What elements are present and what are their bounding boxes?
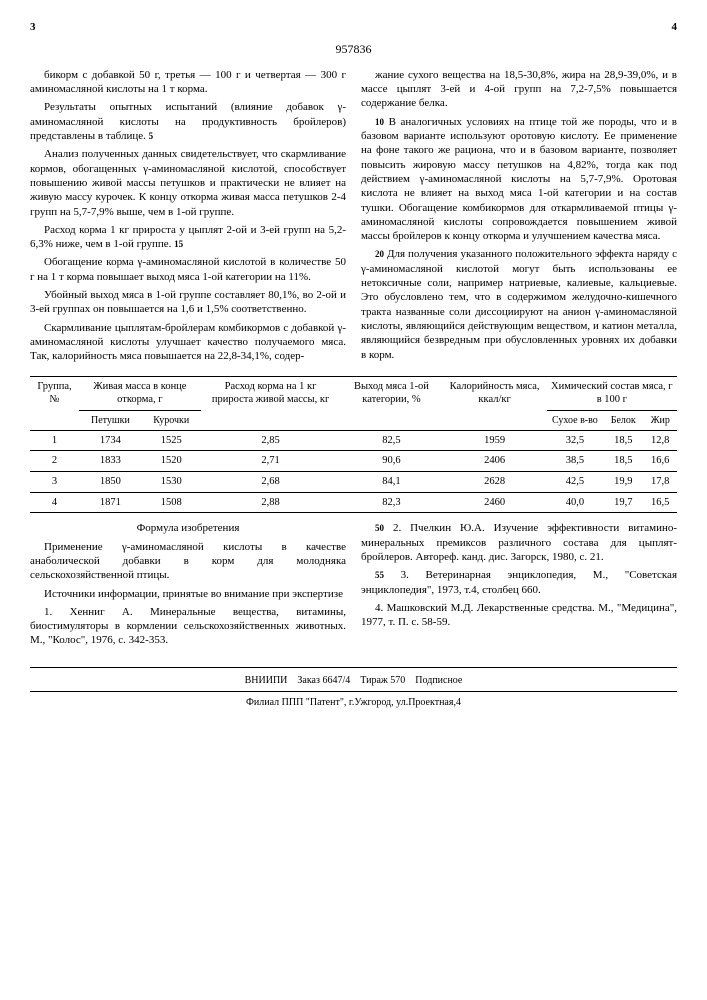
formula-text: Применение γ-аминомасляной кислоты в кач… [30, 540, 346, 583]
table-row: 4 1871 1508 2,88 82,3 2460 40,0 19,7 16,… [30, 492, 677, 513]
col-mass: Живая масса в конце откорма, г [79, 376, 201, 410]
col-prot: Белок [603, 410, 643, 430]
body-text: Убойный выход мяса в 1-ой группе составл… [30, 288, 346, 317]
source-ref: 50 2. Пчелкин Ю.А. Изучение эффективност… [361, 521, 677, 564]
col-dry: Сухое в-во [547, 410, 603, 430]
right-column: жание сухого вещества на 18,5-30,8%, жир… [361, 68, 677, 368]
col-yield: Выход мяса 1-ой категории, % [340, 376, 442, 430]
doc-number: 957836 [30, 42, 677, 58]
footer-order: Заказ 6647/4 [297, 675, 350, 686]
footer-tirage: Тираж 570 [360, 675, 405, 686]
formula-left: Формула изобретения Применение γ-аминома… [30, 521, 346, 651]
line-marker: 10 [375, 117, 384, 127]
footer: ВНИИПИ Заказ 6647/4 Тираж 570 Подписное … [30, 667, 677, 709]
sources-title: Источники информации, принятые во вниман… [30, 587, 346, 601]
source-ref: 55 3. Ветеринарная энциклопедия, М., "Со… [361, 568, 677, 597]
table-row: 2 1833 1520 2,71 90,6 2406 38,5 18,5 16,… [30, 451, 677, 472]
formula-title: Формула изобретения [30, 521, 346, 535]
footer-sub: Подписное [415, 675, 462, 686]
body-text: Скармливание цыплятам-бройлерам комбикор… [30, 321, 346, 364]
body-text: Анализ полученных данных свидетельствует… [30, 147, 346, 218]
col-pet: Петушки [79, 410, 142, 430]
page-right: 4 [672, 20, 678, 34]
formula-right: 50 2. Пчелкин Ю.А. Изучение эффективност… [361, 521, 677, 651]
body-text: 20 Для получения указанного положительно… [361, 247, 677, 361]
body-text: Расход корма 1 кг прироста у цыплят 2-ой… [30, 223, 346, 252]
col-chem: Химический состав мяса, г в 100 г [547, 376, 677, 410]
col-calorie: Калорийность мяса, ккал/кг [443, 376, 547, 430]
results-table: Группа, № Живая масса в конце откорма, г… [30, 376, 677, 514]
body-text: бикорм с добавкой 50 г, третья — 100 г и… [30, 68, 346, 97]
table-row: 1 1734 1525 2,85 82,5 1959 32,5 18,5 12,… [30, 430, 677, 451]
source-ref: 1. Хенниг А. Минеральные вещества, витам… [30, 605, 346, 648]
col-fat: Жир [643, 410, 677, 430]
footer-org: ВНИИПИ [245, 675, 288, 686]
col-kur: Курочки [142, 410, 201, 430]
col-feed: Расход корма на 1 кг прироста живой масс… [201, 376, 341, 430]
source-ref: 4. Машковский М.Д. Лекарственные средств… [361, 601, 677, 630]
line-marker: 20 [375, 249, 384, 259]
col-group: Группа, № [30, 376, 79, 430]
body-text: Обогащение корма γ-аминомасляной кислото… [30, 255, 346, 284]
body-text: 10 В аналогичных условиях на птице той ж… [361, 115, 677, 244]
body-text: Результаты опытных испытаний (влияние до… [30, 100, 346, 143]
line-marker: 15 [174, 239, 183, 249]
left-column: бикорм с добавкой 50 г, третья — 100 г и… [30, 68, 346, 368]
footer-address: Филиал ППП "Патент", г.Ужгород, ул.Проек… [246, 697, 461, 708]
table-row: 3 1850 1530 2,68 84,1 2628 42,5 19,9 17,… [30, 472, 677, 493]
line-marker: 5 [149, 131, 154, 141]
line-marker: 55 [375, 570, 384, 580]
page-left: 3 [30, 20, 36, 34]
body-text: жание сухого вещества на 18,5-30,8%, жир… [361, 68, 677, 111]
line-marker: 50 [375, 523, 384, 533]
